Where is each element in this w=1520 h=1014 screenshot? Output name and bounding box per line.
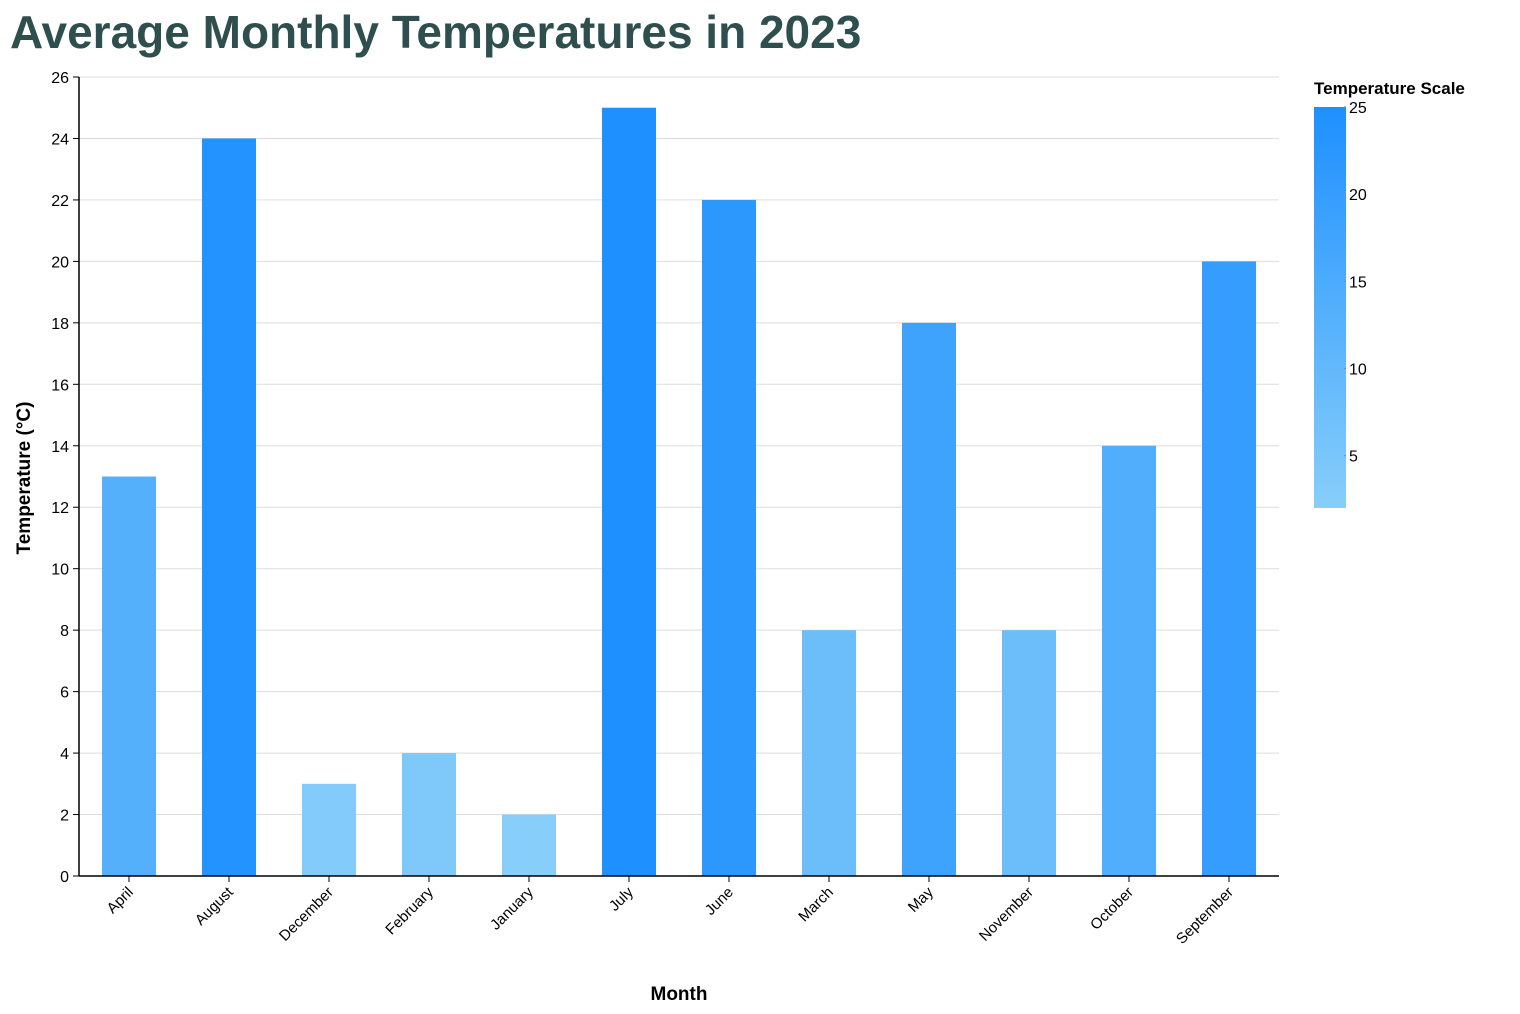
bar <box>402 753 456 876</box>
y-tick-label: 26 <box>51 70 69 87</box>
bar <box>902 322 956 876</box>
x-tick-label: May <box>905 883 937 915</box>
x-axis-label: Month <box>651 984 708 1005</box>
bar <box>802 630 856 876</box>
bar <box>702 199 756 876</box>
chart-title: Average Monthly Temperatures in 2023 <box>10 6 861 58</box>
y-tick-label: 16 <box>51 377 69 394</box>
y-tick-label: 14 <box>51 439 69 456</box>
y-tick-label: 0 <box>60 869 69 886</box>
bar <box>102 476 156 876</box>
bar <box>1102 445 1156 876</box>
y-tick-label: 24 <box>51 131 69 148</box>
bar <box>602 107 656 876</box>
legend-tick-label: 25 <box>1349 100 1367 117</box>
legend-tick-label: 10 <box>1349 362 1367 379</box>
x-tick-label: June <box>702 884 737 919</box>
x-tick-label: August <box>192 883 238 929</box>
legend-color-bar <box>1314 107 1346 508</box>
y-tick-label: 6 <box>60 685 69 702</box>
legend-tick-label: 15 <box>1349 274 1367 291</box>
legend-tick-label: 5 <box>1349 449 1358 466</box>
y-tick-label: 22 <box>51 193 69 210</box>
x-tick-label: December <box>276 884 337 945</box>
x-tick-label: September <box>1173 884 1237 948</box>
gridlines <box>79 76 1279 877</box>
bar <box>1002 630 1056 876</box>
legend-title: Temperature Scale <box>1314 79 1465 98</box>
y-axis-label: Temperature (°C) <box>14 402 35 555</box>
x-tick-label: April <box>104 884 137 917</box>
y-tick-label: 8 <box>60 623 69 640</box>
bars <box>102 107 1256 876</box>
legend-tick-label: 20 <box>1349 187 1367 204</box>
x-tick-label: February <box>382 883 437 938</box>
x-tick-label: March <box>795 884 836 925</box>
bar <box>1202 261 1256 876</box>
bar <box>302 783 356 876</box>
x-tick-label: October <box>1087 884 1137 934</box>
legend: Temperature Scale 5 10 15 20 25 <box>1314 79 1465 508</box>
y-tick-label: 12 <box>51 500 69 517</box>
x-tick-label: November <box>976 884 1037 945</box>
x-tick-label: January <box>487 883 537 933</box>
y-tick-label: 10 <box>51 562 69 579</box>
legend-ticks: 5 10 15 20 25 <box>1344 100 1367 466</box>
y-tick-label: 18 <box>51 316 69 333</box>
bar <box>502 814 556 876</box>
x-tick-label: July <box>606 883 637 914</box>
y-tick-label: 4 <box>60 746 69 763</box>
bar <box>202 138 256 876</box>
y-tick-label: 20 <box>51 254 69 271</box>
y-tick-label: 2 <box>60 808 69 825</box>
